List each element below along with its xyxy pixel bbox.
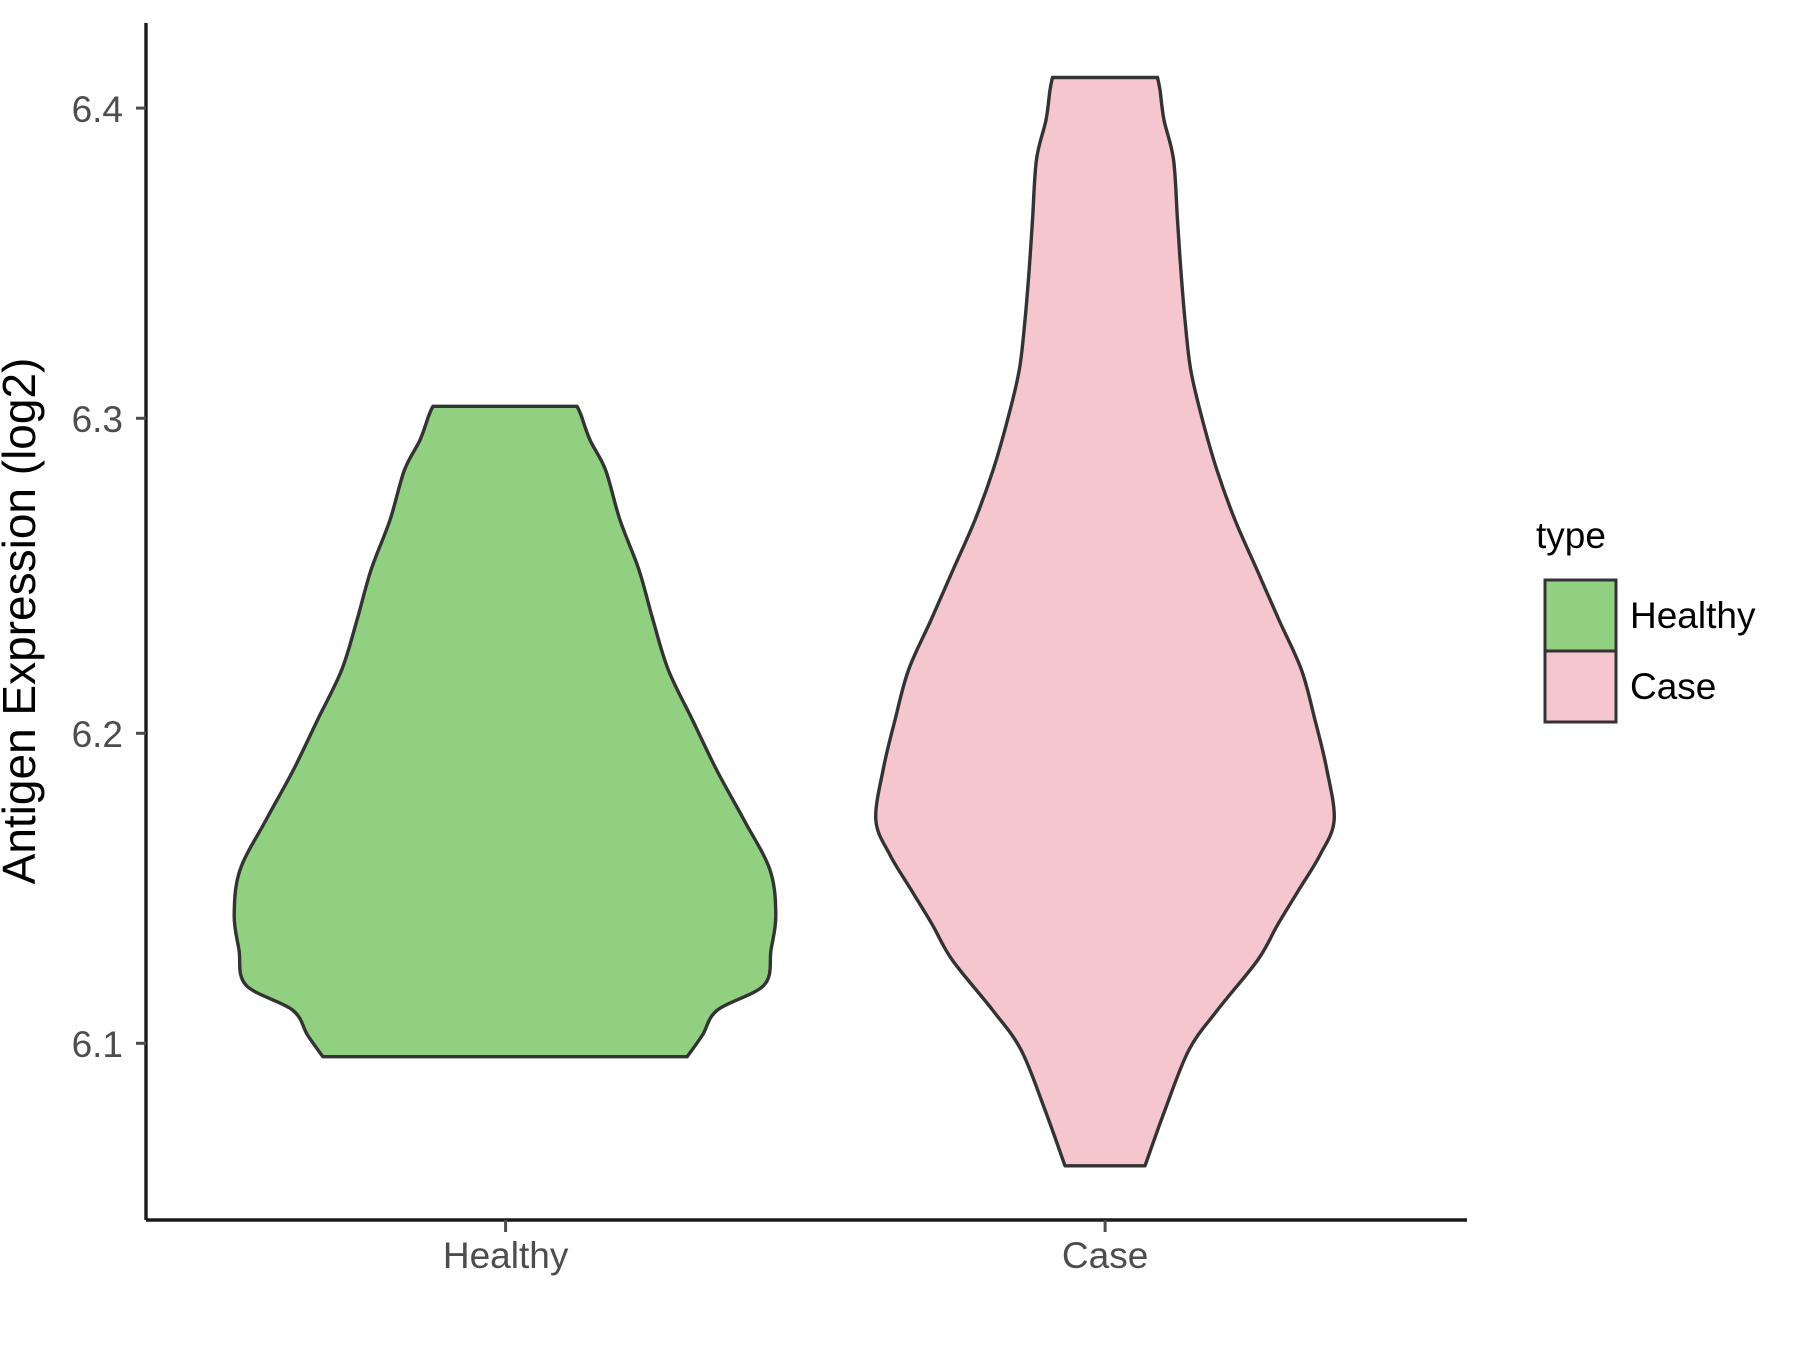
svg-text:Healthy: Healthy	[443, 1235, 569, 1276]
svg-text:6.3: 6.3	[72, 399, 123, 440]
svg-text:6.1: 6.1	[72, 1024, 123, 1065]
svg-text:Antigen Expression (log2): Antigen Expression (log2)	[0, 358, 45, 885]
svg-text:6.2: 6.2	[72, 714, 123, 755]
svg-text:type: type	[1536, 515, 1606, 556]
svg-text:Healthy: Healthy	[1630, 595, 1756, 636]
svg-text:Case: Case	[1062, 1235, 1148, 1276]
svg-text:6.4: 6.4	[72, 89, 123, 130]
svg-text:Case: Case	[1630, 666, 1716, 707]
